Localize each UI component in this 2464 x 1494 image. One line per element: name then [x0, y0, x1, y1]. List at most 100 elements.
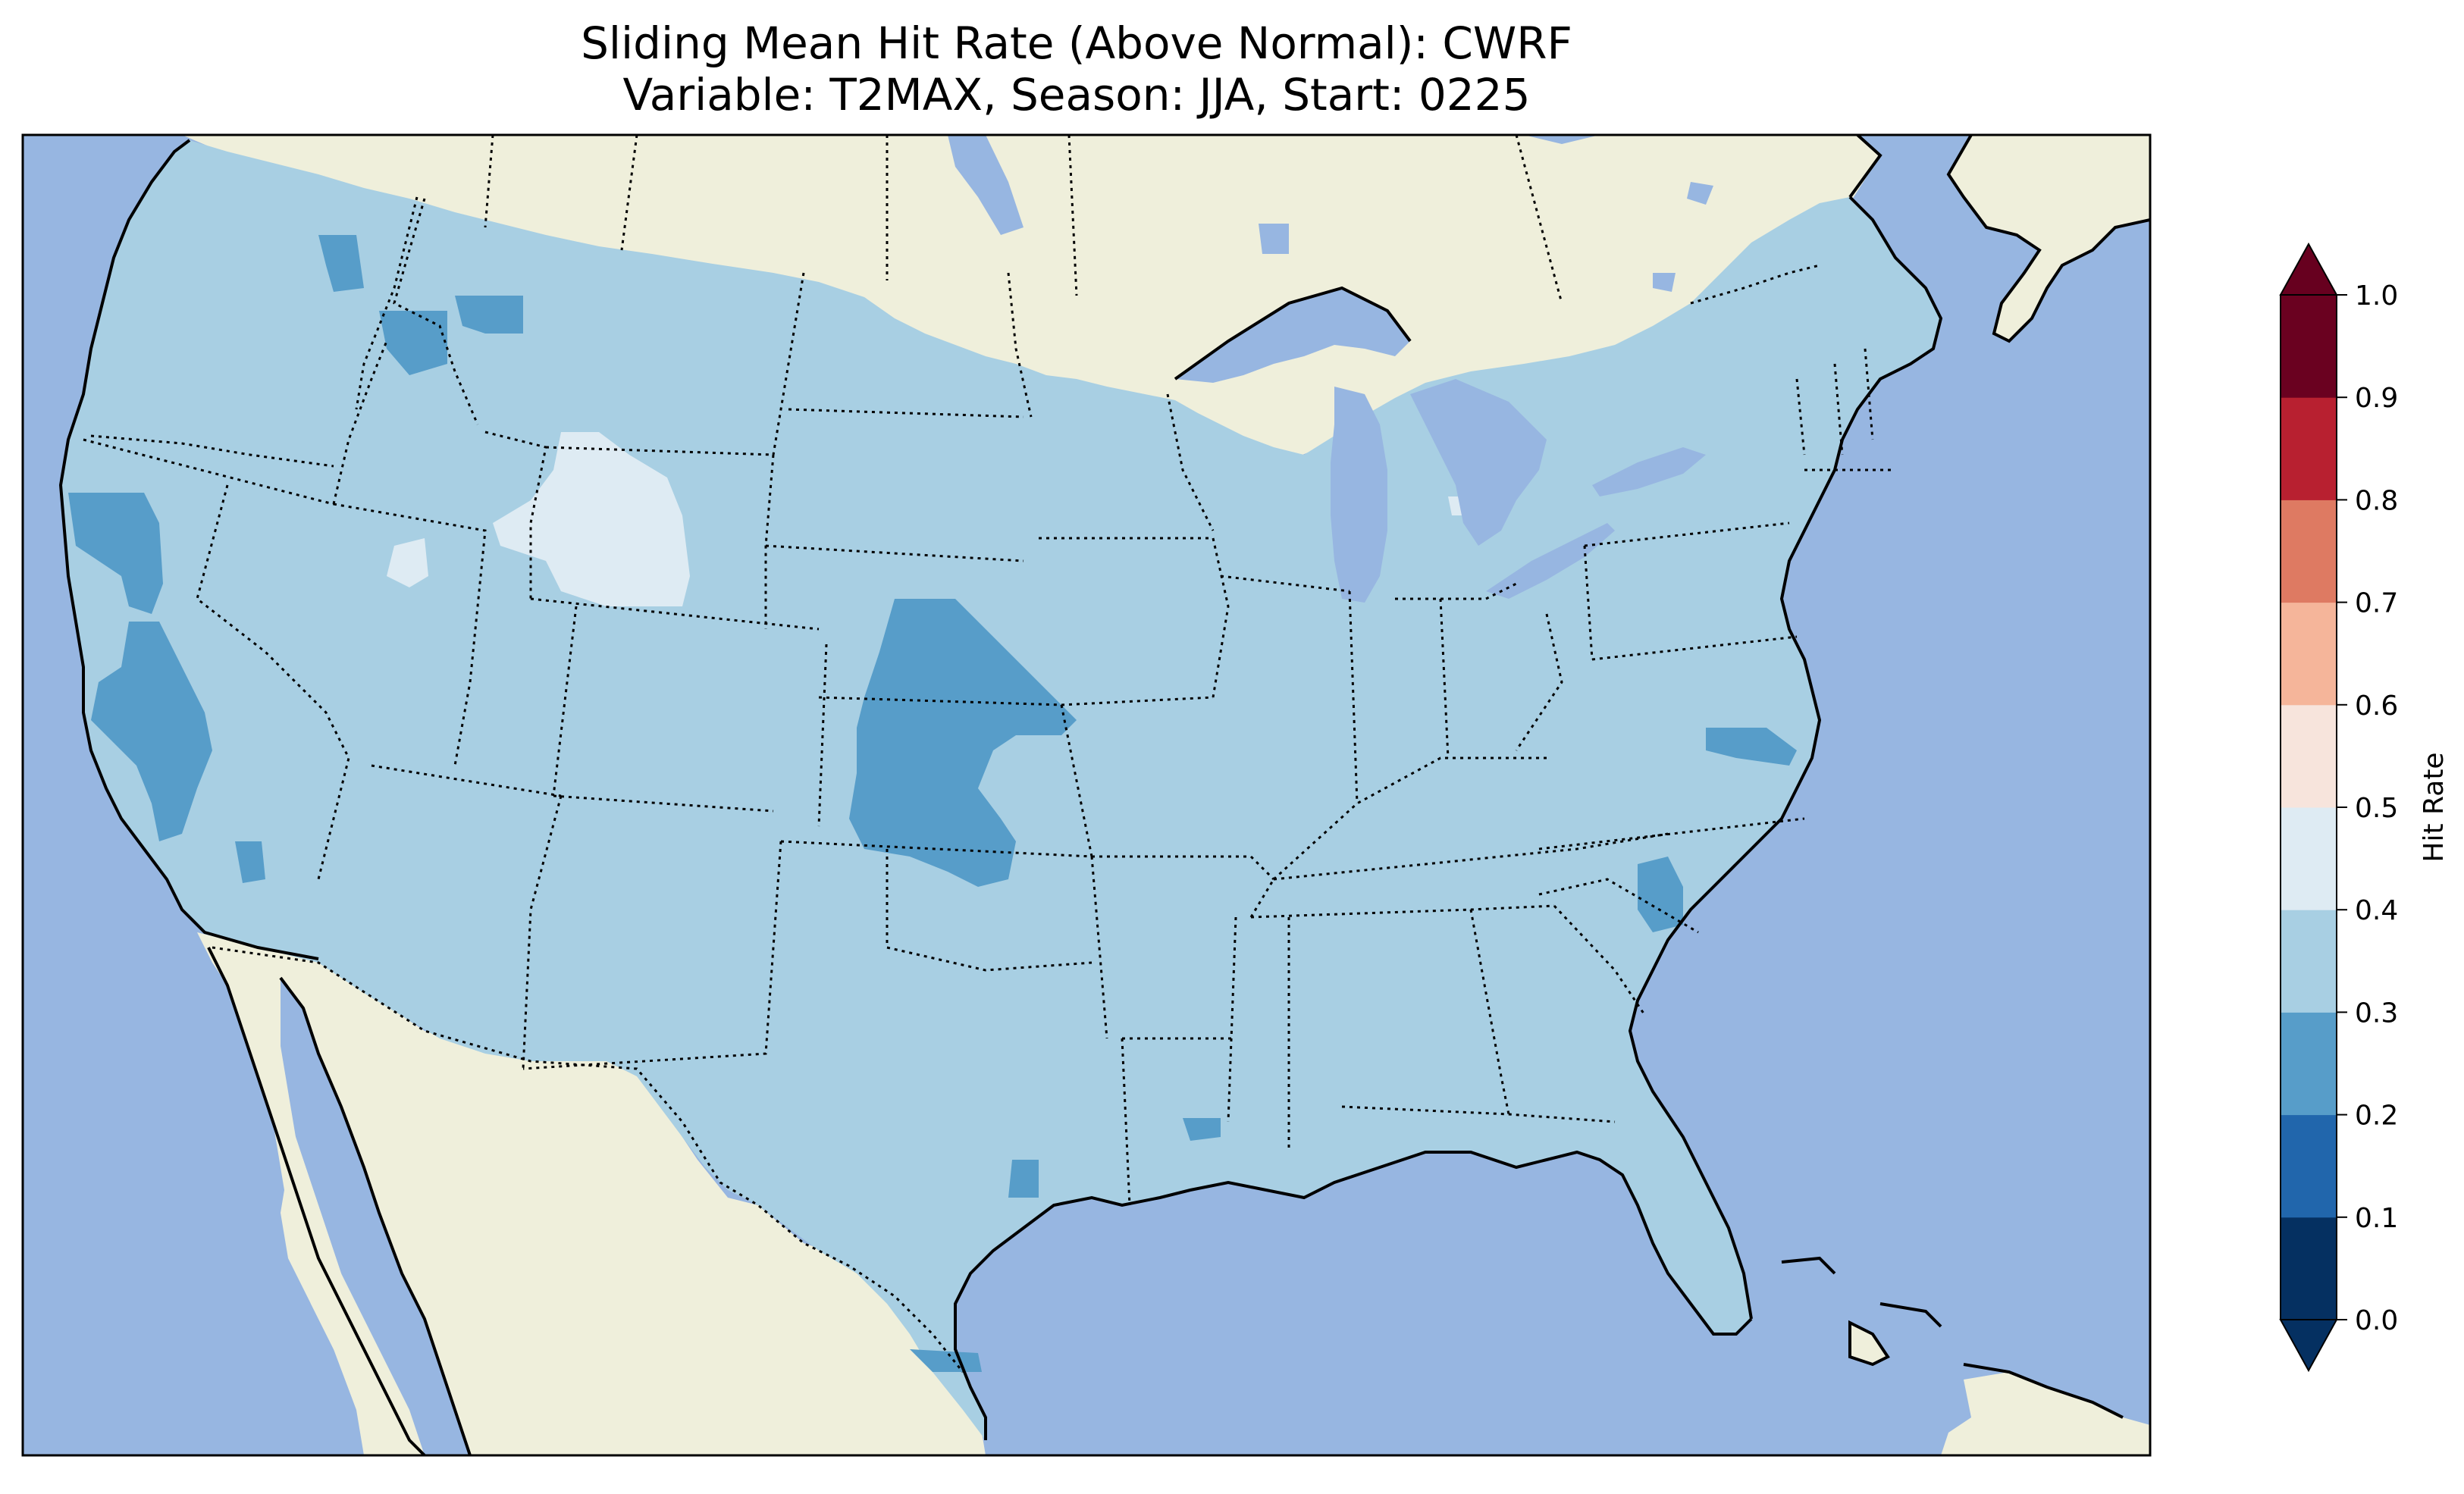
lake-michigan: [1331, 387, 1387, 603]
border-ga-fl: [1341, 1105, 1616, 1123]
colorbar-tick-label: 0.1: [2355, 1203, 2398, 1234]
colorbar-tick-label: 1.0: [2355, 280, 2398, 312]
border-wa-or: [90, 434, 334, 468]
map-frame: [21, 133, 2152, 1457]
colorbar-bin: [2281, 602, 2337, 706]
lake-erie: [1486, 523, 1615, 599]
colorbar-bin: [2281, 1012, 2337, 1116]
colorbar-tick-label: 0.3: [2355, 998, 2398, 1029]
patch-virginia-coast: [1706, 728, 1797, 766]
border-oh-wv: [1515, 613, 1563, 751]
colorbar-bin: [2281, 295, 2337, 398]
colorbar-tick-label: 0.4: [2355, 895, 2398, 926]
lake-small-1: [1687, 182, 1713, 205]
colorbar-bin: [2281, 910, 2337, 1013]
border-us-mexico: [212, 946, 964, 1373]
border-ar-ok: [1090, 856, 1108, 1039]
patch-northern-idaho: [379, 311, 447, 375]
border-ia-il: [1212, 537, 1230, 698]
border-ia-mo: [1061, 696, 1214, 706]
border-ky-tn: [1273, 832, 1669, 881]
border-wy-co: [530, 597, 820, 631]
colorbar-bin: [2281, 1114, 2337, 1218]
colorbar-tick-label: 0.6: [2355, 691, 2398, 722]
patch-utah-small: [387, 538, 428, 587]
colorbar-bin: [2281, 807, 2337, 910]
patch-wyoming-idaho-border: [493, 432, 690, 606]
coastline-gulf: [954, 1150, 1753, 1440]
patch-southern-california: [235, 841, 265, 883]
border-nd-sd: [788, 408, 1024, 418]
border-ut-az: [371, 764, 562, 797]
colorbar-tick-label: 0.7: [2355, 588, 2398, 619]
coastline-atlantic: [1628, 196, 1943, 1320]
border-canada-provinces: [484, 135, 1563, 304]
border-nv-ut: [333, 503, 487, 766]
colorbar-tick-label: 0.2: [2355, 1101, 2398, 1132]
border-il-in: [1348, 590, 1359, 804]
gulf-of-california: [281, 978, 470, 1455]
colorbar-tick-label: 0.8: [2355, 485, 2398, 516]
border-nc-sc: [1538, 878, 1699, 934]
map-panel: [23, 135, 2150, 1455]
land-cuba: [1850, 1323, 1888, 1364]
colorbar-tick-label: 0.9: [2355, 383, 2398, 414]
patch-northern-california: [68, 493, 163, 614]
border-or-id: [332, 340, 388, 505]
coastline-great-lakes: [1174, 286, 1412, 381]
border-al-ga: [1469, 909, 1510, 1115]
colorbar-bin: [2281, 500, 2337, 603]
border-az-nm: [522, 795, 563, 1070]
border-mo-ks: [1060, 704, 1093, 857]
coastline-canada-east: [1848, 135, 2150, 343]
border-ut-co: [552, 606, 578, 797]
border-ks-ok: [780, 840, 1092, 858]
border-nd-mn: [1007, 272, 1033, 418]
coastline-baja-east: [279, 976, 472, 1455]
border-ok-tx: [886, 849, 1092, 972]
border-mi-oh: [1485, 582, 1517, 600]
map-title-line-2: Variable: T2MAX, Season: JJA, Start: 022…: [622, 69, 1531, 121]
canadian-lakes: [948, 135, 1713, 292]
patch-south-texas: [1008, 1160, 1039, 1198]
border-mn-wi: [1166, 393, 1215, 531]
colorbar-tick-label: 0.0: [2355, 1305, 2398, 1336]
border-co-ks: [817, 644, 828, 827]
state-boundaries: [83, 135, 1895, 1373]
lake-of-the-woods: [1259, 224, 1289, 254]
lake-huron: [1410, 379, 1547, 546]
patch-central-california: [91, 622, 212, 841]
colorbar-label: Hit Rate: [2419, 752, 2450, 862]
colorbar-extend-min: [2279, 1319, 2338, 1373]
colorbar-bin: [2281, 1217, 2337, 1320]
patch-eastern-washington: [318, 235, 364, 292]
colorbar-bin: [2281, 397, 2337, 500]
coastline-pacific: [58, 139, 319, 960]
border-ne-ks: [818, 696, 1062, 706]
land-bahamas: [1941, 1372, 2150, 1455]
border-nc-va: [1538, 817, 1805, 850]
border-mt-wy: [545, 446, 774, 456]
border-la-tx: [1121, 1038, 1131, 1206]
land-maritime-canada: [1948, 135, 2150, 341]
border-ny-vt: [1795, 378, 1806, 456]
land-canada: [182, 135, 1880, 572]
border-id-wy: [484, 431, 547, 599]
lake-small-2: [1653, 273, 1676, 292]
coastlines: [58, 135, 2150, 1455]
colorbar-tick-label: 0.5: [2355, 793, 2398, 824]
patch-south-carolina: [1638, 857, 1683, 932]
coastline-baja-west: [207, 947, 426, 1455]
lake-ontario: [1592, 447, 1706, 496]
map-title-line-1: Sliding Mean Hit Rate (Above Normal): CW…: [581, 17, 1572, 69]
coastline-bahamas: [1781, 1256, 2124, 1419]
patch-louisiana: [1183, 1118, 1221, 1141]
patch-northwest-montana: [455, 296, 523, 334]
border-mo-ar: [1092, 855, 1275, 881]
land-baja-california: [208, 947, 425, 1455]
hit-rate-patches: [68, 235, 1797, 1372]
border-wi-il: [1220, 575, 1350, 593]
coastline-cuba: [1848, 1320, 1890, 1367]
border-sd-ne: [765, 544, 1024, 562]
